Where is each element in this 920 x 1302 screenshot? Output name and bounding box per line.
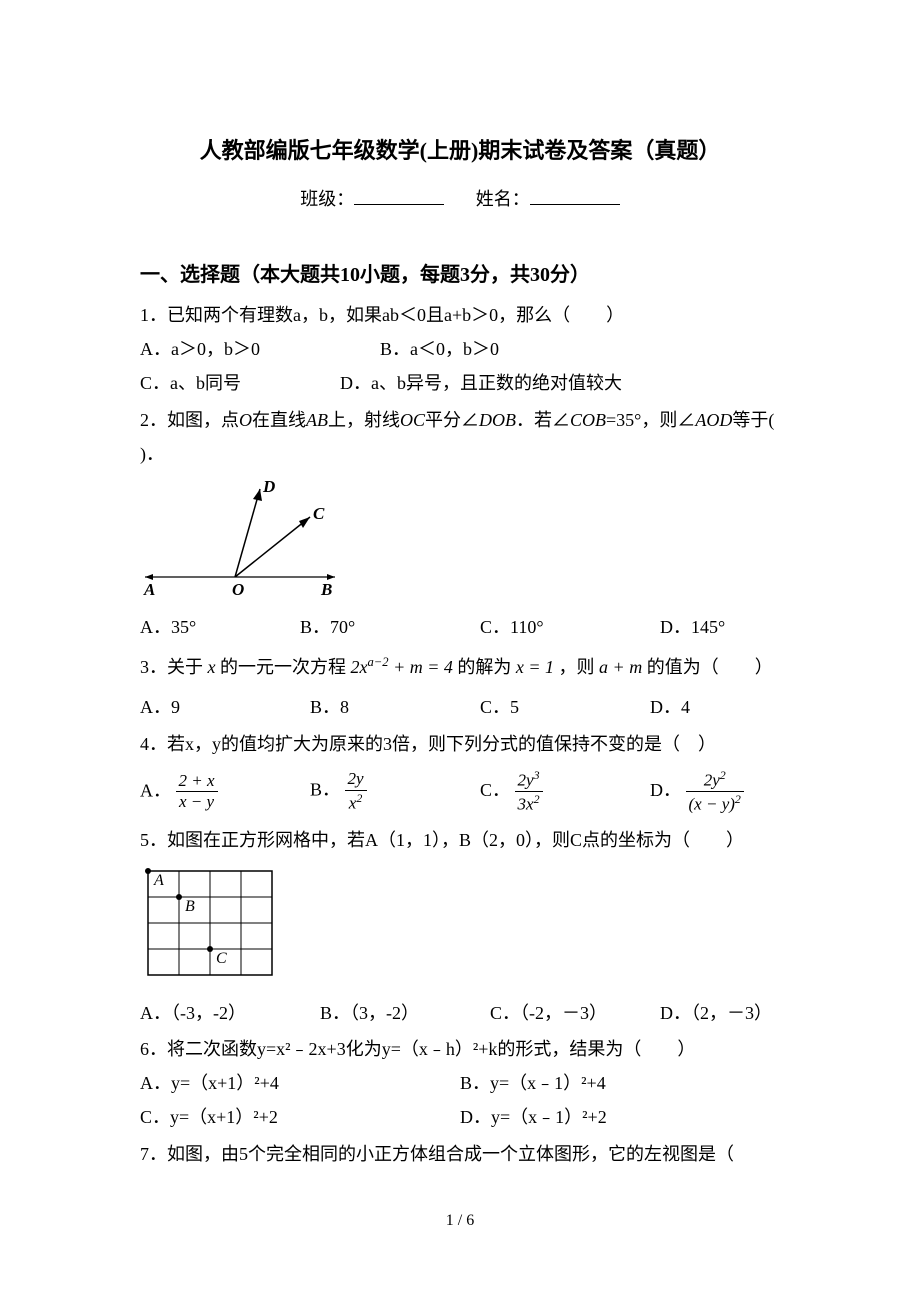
question-2: 2．如图，点O在直线AB上，射线OC平分∠DOB．若∠COB=35°，则∠AOD…	[140, 403, 780, 645]
q4-a-den: x − y	[176, 792, 218, 812]
q6-opt-a: A．y=（x+1）²+4	[140, 1066, 460, 1100]
q2-text: 2．如图，点O在直线AB上，射线OC平分∠DOB．若∠COB=35°，则∠AOD…	[140, 403, 780, 471]
q5-opt-b: B．（3，-2）	[320, 996, 490, 1030]
q3-pre: 3．关于	[140, 657, 203, 677]
q2-AOD: AOD	[695, 410, 732, 430]
q2-m3: 平分∠	[425, 410, 479, 430]
q4-c-num: 2y3	[515, 769, 543, 792]
section-1-header: 一、选择题（本大题共10小题，每题3分，共30分）	[140, 256, 780, 294]
q6-opt-c: C．y=（x+1）²+2	[140, 1100, 460, 1134]
q4-d-den: (x − y)2	[686, 792, 744, 814]
q2-AB: AB	[306, 410, 328, 430]
q2-m2: 上，射线	[328, 410, 400, 430]
name-blank	[530, 189, 620, 205]
q3-am: a + m	[599, 657, 642, 677]
q4-b-num: 2y	[345, 770, 367, 791]
q2-opt-b: B．70°	[300, 610, 480, 644]
q3-m3: ，则	[559, 657, 595, 677]
q1-text: 1．已知两个有理数a，b，如果ab＜0且a+b＞0，那么（ ）	[140, 298, 780, 332]
q3-m1: 的一元一次方程	[220, 657, 346, 677]
class-label: 班级：	[300, 189, 354, 209]
q2-DOB: DOB	[479, 410, 516, 430]
q5-fig-B: B	[185, 898, 195, 915]
q5-opt-c: C．（-2，－3）	[490, 996, 660, 1030]
q3-x2: x = 1	[516, 657, 554, 677]
q2-OC: OC	[400, 410, 425, 430]
exam-title: 人教部编版七年级数学(上册)期末试卷及答案（真题）	[140, 130, 780, 172]
q2-COB: COB	[570, 410, 606, 430]
q3-x1: x	[208, 657, 216, 677]
question-7: 7．如图，由5个完全相同的小正方体组合成一个立体图形，它的左视图是（	[140, 1137, 780, 1171]
page-number: 1 / 6	[140, 1206, 780, 1236]
q3-opt-b: B．8	[310, 690, 480, 724]
q1-opt-d: D．a、b异号，且正数的绝对值较大	[340, 366, 622, 400]
meta-row: 班级： 姓名：	[140, 182, 780, 216]
q3-opt-c: C．5	[480, 690, 650, 724]
q1-opt-b: B．a＜0，b＞0	[380, 332, 499, 366]
q4-opt-b: B． 2yx2	[310, 770, 480, 813]
q2-opt-d: D．145°	[660, 610, 725, 644]
q2-pre: 2．如图，点	[140, 410, 239, 430]
q2-fig-O: O	[232, 580, 244, 597]
q5-fig-A: A	[153, 872, 164, 889]
q1-opt-c: C．a、b同号	[140, 366, 340, 400]
q4-text: 4．若x，y的值均扩大为原来的3倍，则下列分式的值保持不变的是（ ）	[140, 727, 780, 761]
q2-fig-B: B	[320, 580, 332, 597]
q4-a-num: 2 + x	[176, 772, 218, 793]
q4-d-num: 2y2	[686, 769, 744, 792]
q1-opt-a: A．a＞0，b＞0	[140, 332, 380, 366]
q3-eq: 2xa−2 + m = 4	[351, 657, 453, 677]
q7-text: 7．如图，由5个完全相同的小正方体组合成一个立体图形，它的左视图是（	[140, 1137, 780, 1171]
q5-figure: A B C	[140, 863, 780, 994]
q5-text: 5．如图在正方形网格中，若A（1，1），B（2，0），则C点的坐标为（ ）	[140, 823, 780, 857]
question-5: 5．如图在正方形网格中，若A（1，1），B（2，0），则C点的坐标为（ ） A …	[140, 823, 780, 1031]
q5-opt-a: A．（-3，-2）	[140, 996, 320, 1030]
q3-m2: 的解为	[457, 657, 511, 677]
q2-figure: A O B D C	[140, 477, 780, 608]
q6-text: 6．将二次函数y=x²﹣2x+3化为y=（x﹣h）²+k的形式，结果为（ ）	[140, 1032, 780, 1066]
q4-c-den: 3x2	[515, 792, 543, 814]
q2-opt-a: A．35°	[140, 610, 300, 644]
q4-d-label: D．	[650, 780, 681, 800]
q3-opt-d: D．4	[650, 690, 690, 724]
q5-opt-d: D．（2，－3）	[660, 996, 772, 1030]
q5-fig-C: C	[216, 950, 227, 967]
q2-fig-D: D	[262, 477, 275, 496]
q2-O: O	[239, 410, 252, 430]
question-6: 6．将二次函数y=x²﹣2x+3化为y=（x﹣h）²+k的形式，结果为（ ） A…	[140, 1032, 780, 1135]
question-4: 4．若x，y的值均扩大为原来的3倍，则下列分式的值保持不变的是（ ） A． 2 …	[140, 727, 780, 815]
q2-opt-c: C．110°	[480, 610, 660, 644]
q2-m1: 在直线	[252, 410, 306, 430]
q4-opt-a: A． 2 + xx − y	[140, 772, 310, 812]
q4-a-label: A．	[140, 780, 171, 800]
question-1: 1．已知两个有理数a，b，如果ab＜0且a+b＞0，那么（ ） A．a＞0，b＞…	[140, 298, 780, 401]
q2-m5: =35°，则∠	[606, 410, 695, 430]
question-3: 3．关于 x 的一元一次方程 2xa−2 + m = 4 的解为 x = 1 ，…	[140, 650, 780, 724]
q2-fig-C: C	[313, 504, 325, 523]
q6-opt-d: D．y=（x﹣1）²+2	[460, 1100, 607, 1134]
name-label: 姓名：	[476, 189, 530, 209]
q4-c-label: C．	[480, 780, 510, 800]
q3-end: 的值为（ ）	[647, 657, 773, 677]
q4-opt-c: C． 2y33x2	[480, 769, 650, 815]
q3-text: 3．关于 x 的一元一次方程 2xa−2 + m = 4 的解为 x = 1 ，…	[140, 650, 780, 684]
q3-opt-a: A．9	[140, 690, 310, 724]
class-blank	[354, 189, 444, 205]
q4-b-den: x2	[345, 791, 367, 813]
q4-b-label: B．	[310, 780, 340, 800]
q4-opt-d: D． 2y2(x − y)2	[650, 769, 744, 815]
q2-m4: ．若∠	[516, 410, 570, 430]
q6-opt-b: B．y=（x﹣1）²+4	[460, 1066, 606, 1100]
q2-fig-A: A	[143, 580, 155, 597]
